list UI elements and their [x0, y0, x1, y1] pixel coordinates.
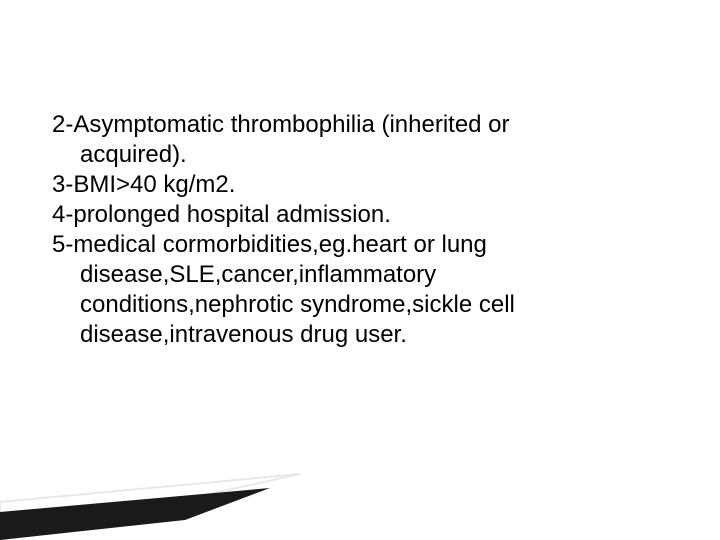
text-line: 3-BMI>40 kg/m2. [52, 170, 668, 200]
text-line: 2-Asymptomatic thrombophilia (inherited … [52, 110, 668, 140]
corner-decoration [0, 450, 340, 540]
slide: 2-Asymptomatic thrombophilia (inherited … [0, 0, 720, 540]
slide-body-text: 2-Asymptomatic thrombophilia (inherited … [52, 110, 668, 350]
text-line: disease,intravenous drug user. [52, 320, 668, 350]
text-line: 4-prolonged hospital admission. [52, 200, 668, 230]
wedge-icon [0, 450, 340, 540]
text-line: 5-medical cormorbidities,eg.heart or lun… [52, 230, 668, 260]
text-line: acquired). [52, 140, 668, 170]
text-line: conditions,nephrotic syndrome,sickle cel… [52, 290, 668, 320]
text-line: disease,SLE,cancer,inflammatory [52, 260, 668, 290]
